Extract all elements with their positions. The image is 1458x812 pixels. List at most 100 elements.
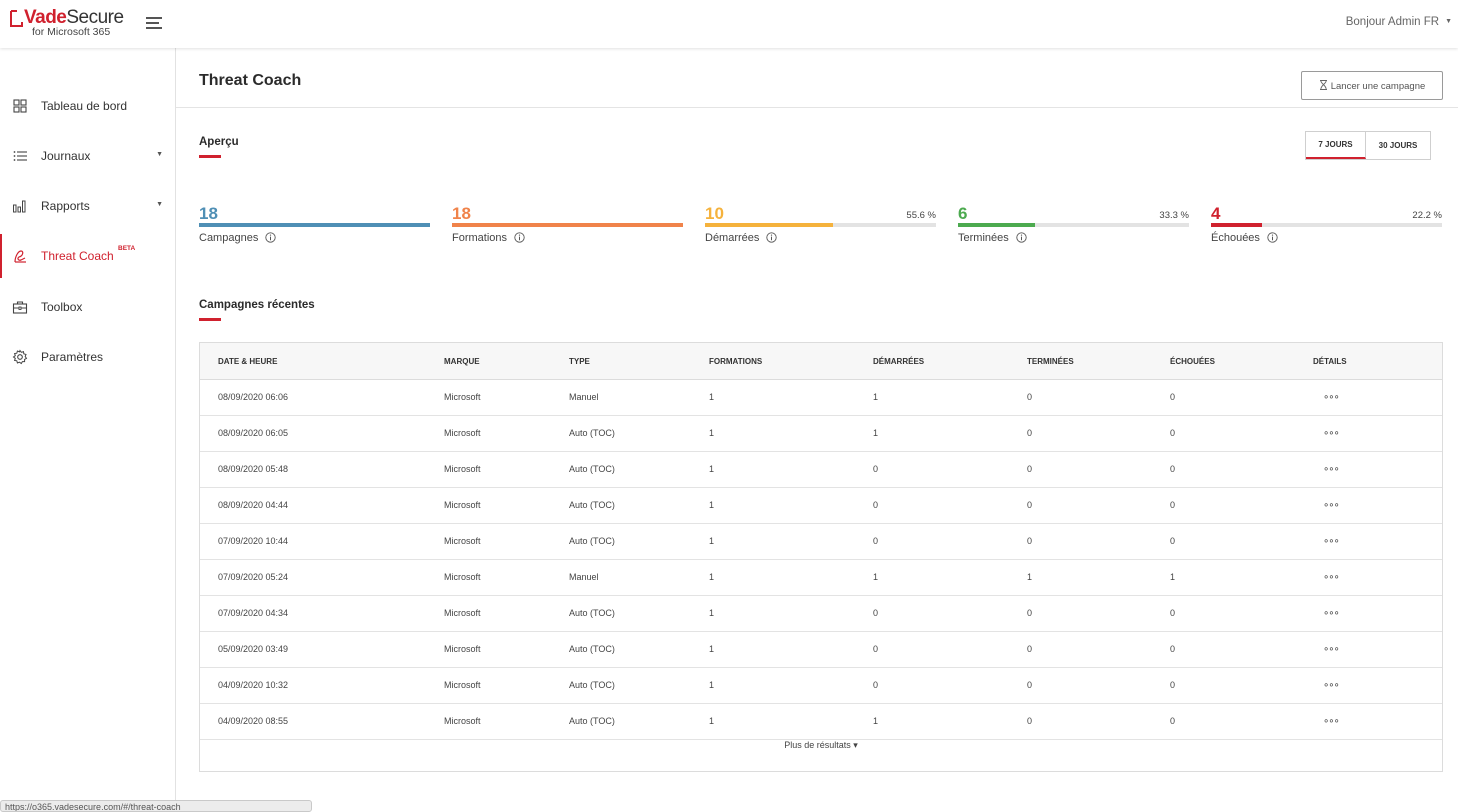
table-row[interactable]: 04/09/2020 10:32 Microsoft Auto (TOC) 1 0 0 0 ∘…	[200, 668, 1442, 704]
vade-secure-logo[interactable]: VadeSecure for Microsoft 365	[10, 7, 128, 39]
sidebar-item-parametres[interactable]: Paramètres	[0, 335, 175, 379]
more-results-link[interactable]: Plus de résultats ▾	[784, 740, 858, 750]
table-cell: 0	[1170, 644, 1176, 654]
stat-value: 4	[1211, 204, 1221, 223]
stat-started: 10 55.6 % Démarrées	[705, 204, 936, 249]
title-divider	[176, 107, 1458, 108]
table-cell: 0	[873, 500, 879, 510]
hamburger-menu-icon[interactable]	[146, 16, 164, 30]
details-menu-icon[interactable]: ∘∘∘	[1323, 500, 1340, 511]
table-row[interactable]: 07/09/2020 04:34 Microsoft Auto (TOC) 1 0 0 0 ∘…	[200, 596, 1442, 632]
stat-progress-track	[199, 223, 430, 227]
stat-label: Terminées	[958, 232, 1027, 244]
sidebar-item-journaux[interactable]: Journaux ▼	[0, 134, 175, 178]
table-cell: Auto (TOC)	[569, 608, 615, 618]
column-header: DATE & HEURE	[218, 357, 278, 366]
table-row[interactable]: 04/09/2020 08:55 Microsoft Auto (TOC) 1 1 0 0 ∘…	[200, 704, 1442, 740]
launch-campaign-button[interactable]: Lancer une campagne	[1301, 71, 1443, 100]
table-row[interactable]: 08/09/2020 06:06 Microsoft Manuel 1 1 0 0 ∘∘∘	[200, 380, 1442, 416]
table-cell: 1	[709, 572, 715, 582]
details-menu-icon[interactable]: ∘∘∘	[1323, 536, 1340, 547]
table-row[interactable]: 07/09/2020 10:44 Microsoft Auto (TOC) 1 0 0 0 ∘…	[200, 524, 1442, 560]
table-cell: 0	[1027, 608, 1033, 618]
table-cell: 1	[709, 428, 715, 438]
sidebar-item-toolbox[interactable]: Toolbox	[0, 285, 175, 329]
table-cell: Auto (TOC)	[569, 428, 615, 438]
table-cell: 05/09/2020 03:49	[218, 644, 289, 654]
stat-progress-track	[705, 223, 936, 227]
overview-underline	[199, 155, 221, 158]
table-cell: 04/09/2020 10:32	[218, 680, 289, 690]
stat-label: Démarrées	[705, 232, 778, 244]
column-header: ÉCHOUÉES	[1170, 357, 1215, 366]
table-row[interactable]: 08/09/2020 06:05 Microsoft Auto (TOC) 1 1 0 0 ∘…	[200, 416, 1442, 452]
details-menu-icon[interactable]: ∘∘∘	[1323, 644, 1340, 655]
info-icon[interactable]	[1016, 232, 1027, 243]
table-cell: Manuel	[569, 392, 599, 402]
sidebar-item-threat-coach[interactable]: Threat Coach BETA	[0, 234, 175, 278]
threat-coach-icon	[14, 250, 26, 263]
stat-percent: 22.2 %	[1412, 210, 1442, 221]
details-menu-icon[interactable]: ∘∘∘	[1323, 464, 1340, 475]
table-cell: Microsoft	[444, 464, 481, 474]
user-menu[interactable]: Bonjour Admin FR ▼	[1346, 16, 1452, 28]
table-cell: 0	[873, 536, 879, 546]
stat-progress-fill	[199, 223, 430, 227]
recent-campaigns-underline	[199, 318, 221, 321]
table-cell: 1	[709, 680, 715, 690]
table-row[interactable]: 08/09/2020 04:44 Microsoft Auto (TOC) 1 0 0 0 ∘…	[200, 488, 1442, 524]
campaigns-table: DATE & HEURE MARQUE TYPE FORMATIONS DÉMARRÉE…	[199, 342, 1443, 772]
table-cell: 1	[709, 392, 715, 402]
details-menu-icon[interactable]: ∘∘∘	[1323, 716, 1340, 727]
table-cell: Auto (TOC)	[569, 464, 615, 474]
table-cell: Microsoft	[444, 716, 481, 726]
sidebar-item-dashboard[interactable]: Tableau de bord	[0, 84, 175, 128]
details-menu-icon[interactable]: ∘∘∘	[1323, 428, 1340, 439]
table-cell: 0	[873, 464, 879, 474]
info-icon[interactable]	[265, 232, 276, 243]
table-cell: 0	[1027, 428, 1033, 438]
info-icon[interactable]	[1267, 232, 1278, 243]
table-cell: Microsoft	[444, 680, 481, 690]
stat-campaigns: 18 Campagnes	[199, 204, 430, 249]
stat-label-text: Échouées	[1211, 232, 1260, 244]
stat-progress-fill	[1211, 223, 1263, 227]
caret-down-icon: ▼	[156, 151, 163, 158]
launch-campaign-label: Lancer une campagne	[1330, 80, 1426, 92]
table-cell: 08/09/2020 06:06	[218, 392, 289, 402]
table-cell: Microsoft	[444, 644, 481, 654]
table-cell: 07/09/2020 10:44	[218, 536, 289, 546]
stat-progress-track	[958, 223, 1189, 227]
table-cell: 0	[1027, 392, 1033, 402]
sidebar-item-label: Rapports	[41, 199, 90, 213]
column-header: TYPE	[569, 357, 590, 366]
range-toggle: 7 JOURS 30 JOURS	[1305, 131, 1431, 160]
details-menu-icon[interactable]: ∘∘∘	[1323, 572, 1340, 583]
table-cell: 08/09/2020 04:44	[218, 500, 289, 510]
stat-progress-fill	[452, 223, 683, 227]
table-cell: 04/09/2020 08:55	[218, 716, 289, 726]
table-cell: 0	[873, 644, 879, 654]
table-cell: 1	[709, 500, 715, 510]
details-menu-icon[interactable]: ∘∘∘	[1323, 680, 1340, 691]
stat-label: Échouées	[1211, 232, 1278, 244]
range-7-days-button[interactable]: 7 JOURS	[1306, 132, 1366, 159]
table-row[interactable]: 07/09/2020 05:24 Microsoft Manuel 1 1 1 1 ∘∘∘	[200, 560, 1442, 596]
table-cell: 1	[1170, 572, 1176, 582]
stat-failed: 4 22.2 % Échouées	[1211, 204, 1442, 249]
info-icon[interactable]	[514, 232, 525, 243]
range-30-days-button[interactable]: 30 JOURS	[1366, 132, 1430, 159]
details-menu-icon[interactable]: ∘∘∘	[1323, 608, 1340, 619]
details-menu-icon[interactable]: ∘∘∘	[1323, 392, 1340, 403]
sidebar-item-label: Toolbox	[41, 300, 83, 314]
table-cell: 0	[1170, 392, 1176, 402]
table-cell: 1	[873, 572, 879, 582]
table-row[interactable]: 05/09/2020 03:49 Microsoft Auto (TOC) 1 0 0 0 ∘…	[200, 632, 1442, 668]
stat-percent: 55.6 %	[906, 210, 936, 221]
table-row[interactable]: 08/09/2020 05:48 Microsoft Auto (TOC) 1 0 0 0 ∘…	[200, 452, 1442, 488]
sidebar-item-rapports[interactable]: Rapports ▼	[0, 184, 175, 228]
logo-subtitle: for Microsoft 365	[32, 26, 111, 38]
table-cell: 1	[873, 716, 879, 726]
sidebar-item-label: Threat Coach	[41, 249, 114, 263]
info-icon[interactable]	[766, 232, 778, 243]
